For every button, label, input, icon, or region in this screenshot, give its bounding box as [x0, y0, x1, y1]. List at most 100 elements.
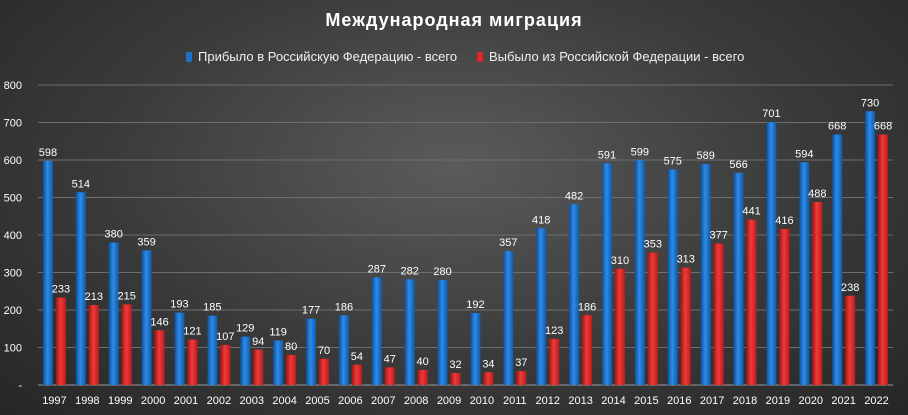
bar-departures: [845, 295, 856, 385]
x-tick-label: 2021: [831, 395, 855, 407]
bar-departures: [88, 305, 99, 385]
data-label-departures: 186: [578, 301, 596, 313]
x-tick-label: 2020: [799, 395, 823, 407]
bar-departures: [878, 134, 889, 385]
bar-departures: [450, 373, 461, 385]
data-label-departures: 416: [775, 215, 793, 227]
data-label-arrivals: 591: [598, 149, 616, 161]
data-label-arrivals: 482: [565, 190, 583, 202]
data-label-departures: 353: [644, 239, 662, 251]
x-tick-label: 2007: [371, 395, 395, 407]
y-tick-label: 500: [4, 193, 22, 205]
bar-departures: [647, 252, 658, 385]
data-label-arrivals: 418: [532, 214, 550, 226]
bar-arrivals: [536, 228, 547, 385]
data-label-arrivals: 589: [696, 150, 714, 162]
bar-arrivals: [503, 251, 514, 385]
data-label-arrivals: 599: [631, 146, 649, 158]
bar-arrivals: [75, 192, 86, 385]
bar-arrivals: [733, 172, 744, 385]
y-tick-label: 300: [4, 268, 22, 280]
bar-arrivals: [273, 340, 284, 385]
x-tick-label: 2018: [733, 395, 757, 407]
data-label-arrivals: 280: [433, 266, 451, 278]
y-tick-label: 700: [4, 118, 22, 130]
data-label-arrivals: 192: [466, 299, 484, 311]
x-tick-label: 2013: [568, 395, 592, 407]
legend-item-departures: Выбыло из Российской Федерации - всего: [477, 49, 744, 64]
data-label-arrivals: 594: [795, 148, 813, 160]
data-label-departures: 94: [252, 336, 264, 348]
x-tick-label: 2015: [634, 395, 658, 407]
data-label-departures: 668: [874, 121, 892, 133]
bar-arrivals: [240, 336, 251, 385]
x-tick-label: 2022: [864, 395, 888, 407]
bar-departures: [483, 372, 494, 385]
bar-arrivals: [470, 313, 481, 385]
data-label-departures: 213: [85, 291, 103, 303]
y-tick-label: 200: [4, 305, 22, 317]
bar-departures: [351, 364, 362, 385]
data-label-departures: 233: [52, 284, 70, 296]
data-label-arrivals: 598: [39, 147, 57, 159]
legend-label-arrivals: Прибыло в Российскую Федерацию - всего: [198, 49, 458, 64]
data-label-arrivals: 566: [729, 159, 747, 171]
x-tick-label: 2008: [404, 395, 428, 407]
x-tick-label: 2000: [141, 395, 165, 407]
y-tick-label: 600: [4, 155, 22, 167]
bar-arrivals: [108, 242, 119, 385]
x-tick-label: 2017: [700, 395, 724, 407]
bar-departures: [417, 370, 428, 385]
data-label-arrivals: 701: [762, 108, 780, 120]
bar-arrivals: [42, 160, 53, 385]
bar-departures: [253, 349, 264, 385]
x-tick-label: 2005: [305, 395, 329, 407]
data-label-departures: 32: [449, 359, 461, 371]
bar-departures: [549, 338, 560, 385]
bar-arrivals: [799, 162, 810, 385]
data-label-departures: 488: [808, 188, 826, 200]
bar-departures: [713, 243, 724, 385]
x-tick-label: 2014: [601, 395, 625, 407]
data-label-arrivals: 287: [368, 263, 386, 275]
data-label-departures: 40: [417, 356, 429, 368]
bar-departures: [187, 339, 198, 385]
bar-departures: [384, 367, 395, 385]
legend-swatch-departures: [477, 51, 483, 62]
bar-departures: [154, 330, 165, 385]
y-tick-label: 800: [4, 80, 22, 92]
data-label-arrivals: 514: [72, 178, 90, 190]
data-label-arrivals: 282: [400, 265, 418, 277]
bar-departures: [812, 202, 823, 385]
data-label-arrivals: 357: [499, 237, 517, 249]
x-tick-label: 1997: [42, 395, 66, 407]
data-label-departures: 34: [482, 358, 494, 370]
bar-departures: [121, 304, 132, 385]
y-tick-label: 100: [4, 343, 22, 355]
y-tick-label: 400: [4, 230, 22, 242]
data-label-departures: 37: [515, 357, 527, 369]
data-label-arrivals: 730: [861, 97, 879, 109]
x-tick-label: 2004: [272, 395, 296, 407]
bar-departures: [55, 297, 66, 385]
data-label-arrivals: 186: [335, 301, 353, 313]
bar-arrivals: [338, 315, 349, 385]
bar-arrivals: [569, 204, 580, 385]
bar-departures: [614, 268, 625, 385]
x-tick-label: 2006: [338, 395, 362, 407]
data-label-arrivals: 380: [105, 229, 123, 241]
bar-departures: [516, 371, 527, 385]
bar-departures: [582, 315, 593, 385]
y-tick-label: -: [18, 380, 22, 392]
data-label-arrivals: 575: [664, 155, 682, 167]
x-tick-label: 1998: [75, 395, 99, 407]
x-tick-label: 2010: [470, 395, 494, 407]
data-label-departures: 107: [216, 331, 234, 343]
data-label-departures: 377: [709, 230, 727, 242]
bar-arrivals: [437, 280, 448, 385]
data-label-departures: 310: [611, 255, 629, 267]
bar-arrivals: [667, 169, 678, 385]
bar-arrivals: [306, 318, 317, 385]
